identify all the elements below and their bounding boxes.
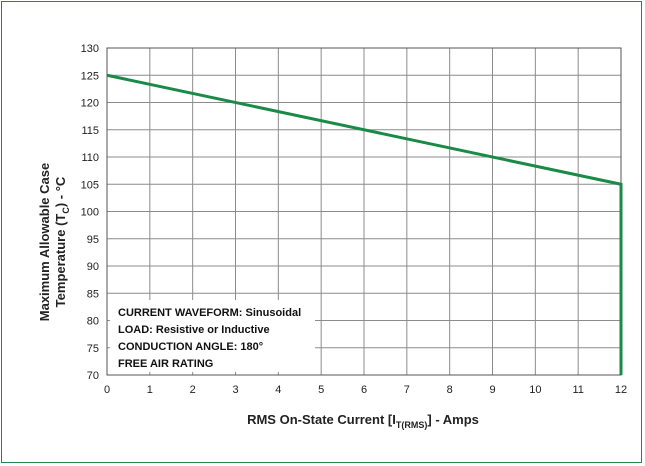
x-tick-label: 9 (489, 384, 495, 396)
x-tick-label: 6 (361, 384, 367, 396)
y-tick-label: 80 (87, 316, 99, 328)
x-tick-label: 10 (529, 384, 541, 396)
x-tick-label: 4 (275, 384, 281, 396)
x-tick-label: 0 (104, 384, 110, 396)
annotation-line: CONDUCTION ANGLE: 180° (118, 341, 263, 353)
x-tick-label: 2 (190, 384, 196, 396)
annotation-line: FREE AIR RATING (118, 358, 213, 370)
annotation-line: CURRENT WAVEFORM: Sinusoidal (118, 307, 301, 319)
y-tick-label: 130 (81, 43, 99, 55)
y-tick-label: 110 (81, 152, 99, 164)
y-tick-label: 100 (81, 207, 99, 219)
x-tick-label: 12 (615, 384, 627, 396)
x-tick-label: 5 (318, 384, 324, 396)
y-axis-title: Maximum Allowable Case Temperature (TC) … (37, 163, 71, 321)
x-axis-title: RMS On-State Current [IT(RMS)] - Amps (247, 412, 479, 430)
y-tick-label: 120 (81, 98, 99, 110)
y-tick-label: 75 (87, 343, 99, 355)
y-axis-title-line1: Maximum Allowable Case (37, 163, 52, 321)
y-tick-label: 90 (87, 261, 99, 273)
series-line (106, 73, 623, 375)
y-tick-labels: 70 75 80 85 90 95 100 105 110 115 120 125 130 (81, 43, 99, 382)
y-tick-label: 115 (81, 125, 99, 137)
x-tick-label: 11 (572, 384, 583, 396)
y-tick-label: 70 (87, 370, 99, 382)
x-tick-label: 3 (232, 384, 238, 396)
x-tick-labels: 0 1 2 3 4 5 6 7 8 9 10 11 12 (104, 384, 627, 396)
x-tick-label: 1 (147, 384, 153, 396)
y-tick-label: 85 (87, 288, 99, 300)
annotation-box (110, 300, 315, 372)
y-tick-label: 95 (87, 234, 99, 246)
x-tick-label: 8 (447, 384, 453, 396)
y-tick-label: 105 (81, 179, 99, 191)
x-tick-label: 7 (404, 384, 410, 396)
y-axis-title-line2: Temperature (TC) - °C (53, 176, 71, 307)
annotation-line: LOAD: Resistive or Inductive (118, 324, 270, 336)
y-tick-label: 125 (81, 70, 99, 82)
